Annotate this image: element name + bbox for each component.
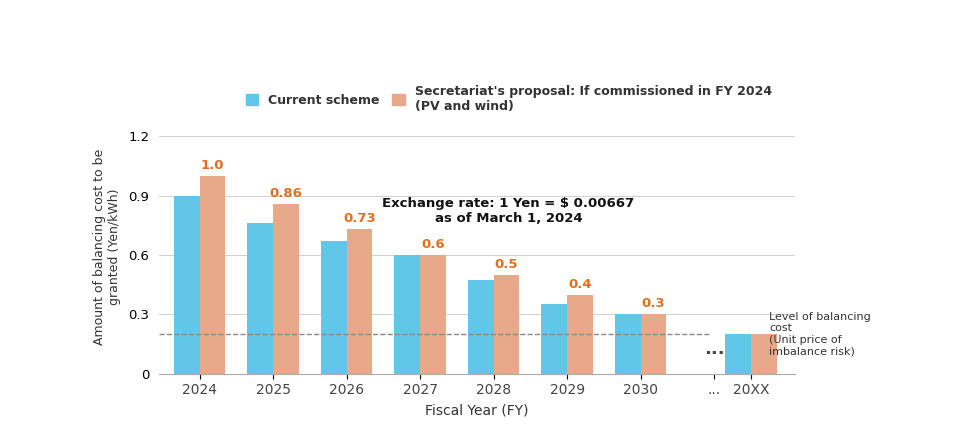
Bar <box>247 223 273 374</box>
Text: 0.6: 0.6 <box>421 238 444 251</box>
Bar <box>394 255 420 374</box>
Bar <box>614 314 640 374</box>
Bar <box>273 203 298 374</box>
Bar <box>566 295 593 374</box>
Text: Level of balancing
cost
(Unit price of
imbalance risk): Level of balancing cost (Unit price of i… <box>769 312 870 356</box>
Bar <box>200 176 225 374</box>
Bar <box>750 334 776 374</box>
Legend: Current scheme, Secretariat's proposal: If commissioned in FY 2024
(PV and wind): Current scheme, Secretariat's proposal: … <box>242 81 775 117</box>
Bar <box>640 314 666 374</box>
Bar <box>725 334 750 374</box>
Bar <box>493 275 518 374</box>
Text: ...: ... <box>703 340 724 358</box>
Bar <box>420 255 445 374</box>
Bar <box>174 196 200 374</box>
Text: 1.0: 1.0 <box>200 159 224 172</box>
Text: Exchange rate: 1 Yen = $ 0.00667
as of March 1, 2024: Exchange rate: 1 Yen = $ 0.00667 as of M… <box>381 197 634 226</box>
Y-axis label: Amount of balancing cost to be
granted (Yen/kWh): Amount of balancing cost to be granted (… <box>93 149 121 345</box>
Text: 0.4: 0.4 <box>567 278 592 291</box>
Bar <box>321 241 346 374</box>
Text: 0.86: 0.86 <box>269 187 302 200</box>
X-axis label: Fiscal Year (FY): Fiscal Year (FY) <box>424 403 528 417</box>
Bar <box>467 280 493 374</box>
Text: 0.73: 0.73 <box>342 213 376 226</box>
Bar <box>541 305 566 374</box>
Bar <box>346 229 372 374</box>
Text: 0.3: 0.3 <box>641 297 665 311</box>
Text: 0.5: 0.5 <box>494 258 517 271</box>
